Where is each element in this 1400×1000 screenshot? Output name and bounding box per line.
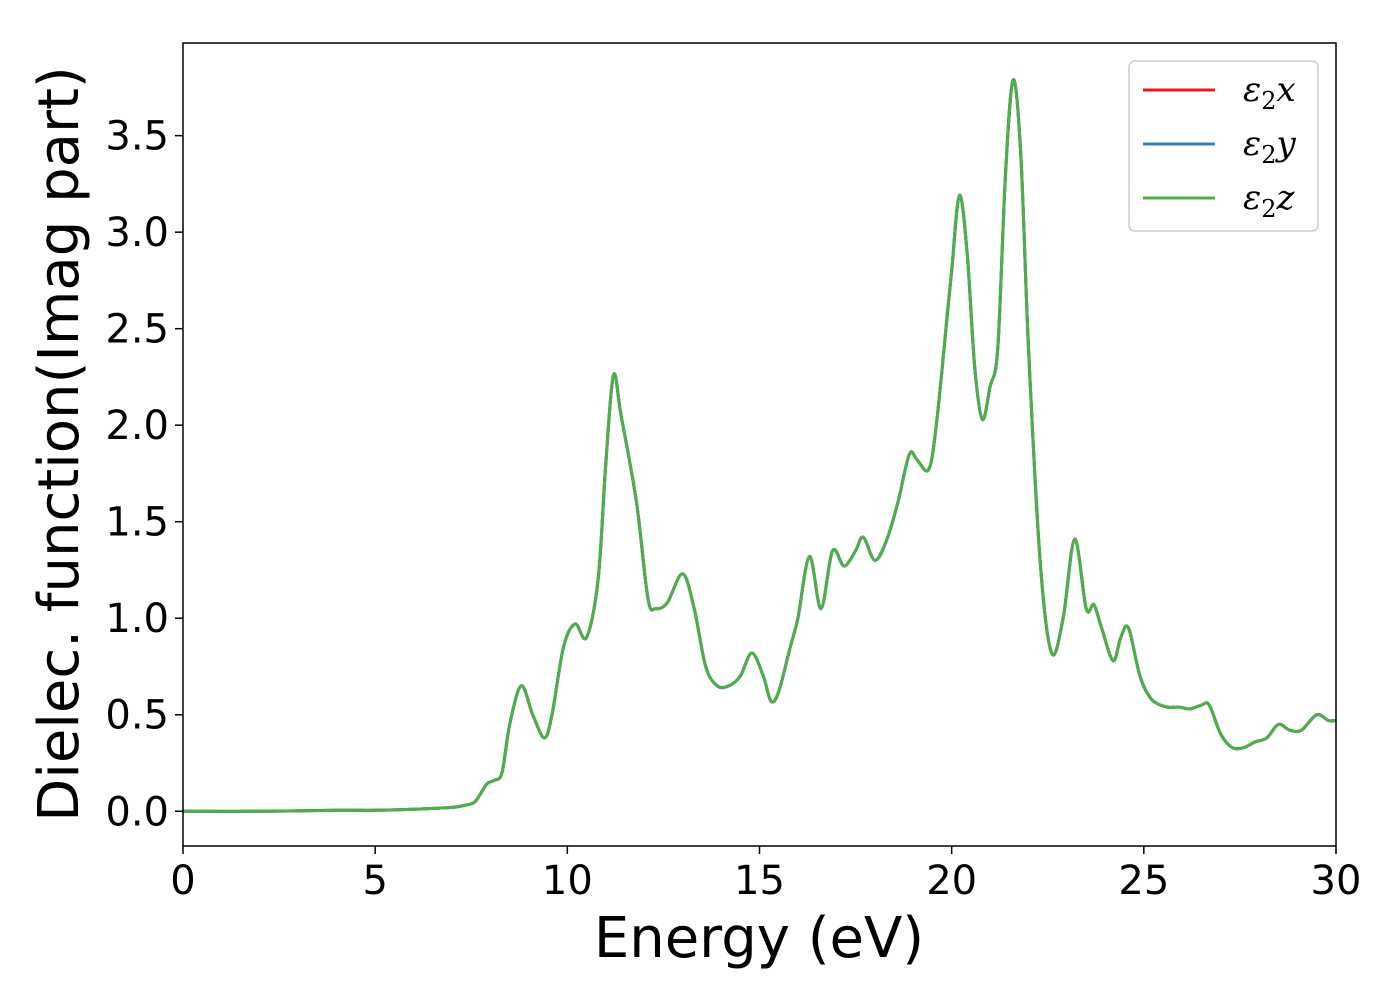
series-line-z: [182, 78, 1337, 813]
x-axis-label: Energy (eV): [594, 906, 924, 971]
x-tick-label: 0: [170, 858, 195, 904]
y-axis-ticks: 0.0 0.5 1.0 1.5 2.0 2.5 3.0 3.5: [105, 114, 183, 835]
x-tick-label: 15: [734, 858, 785, 904]
y-tick-label: 1.0: [105, 596, 169, 642]
x-axis-ticks: 0 5 10 15 20 25 30: [170, 846, 1361, 904]
plot-lines: [182, 78, 1337, 813]
y-tick-label: 2.5: [105, 307, 169, 353]
y-tick-label: 3.5: [105, 114, 169, 160]
x-tick-label: 25: [1118, 858, 1169, 904]
y-tick-label: 1.5: [105, 500, 169, 546]
x-tick-label: 20: [926, 858, 977, 904]
legend-box: [1128, 60, 1319, 232]
y-tick-label: 3.0: [105, 210, 169, 256]
y-tick-label: 0.0: [105, 789, 169, 835]
y-tick-label: 2.0: [105, 403, 169, 449]
legend: ε2x ε2y ε2z: [1128, 60, 1319, 232]
legend-label-z: ε2z: [1243, 178, 1296, 223]
legend-label-x: ε2x: [1243, 70, 1296, 115]
x-tick-label: 5: [362, 858, 387, 904]
x-tick-label: 30: [1311, 858, 1362, 904]
y-axis-label: Dielec. function(Imag part): [27, 66, 92, 822]
x-tick-label: 10: [542, 858, 593, 904]
y-tick-label: 0.5: [105, 693, 169, 739]
legend-label-y: ε2y: [1243, 124, 1297, 169]
